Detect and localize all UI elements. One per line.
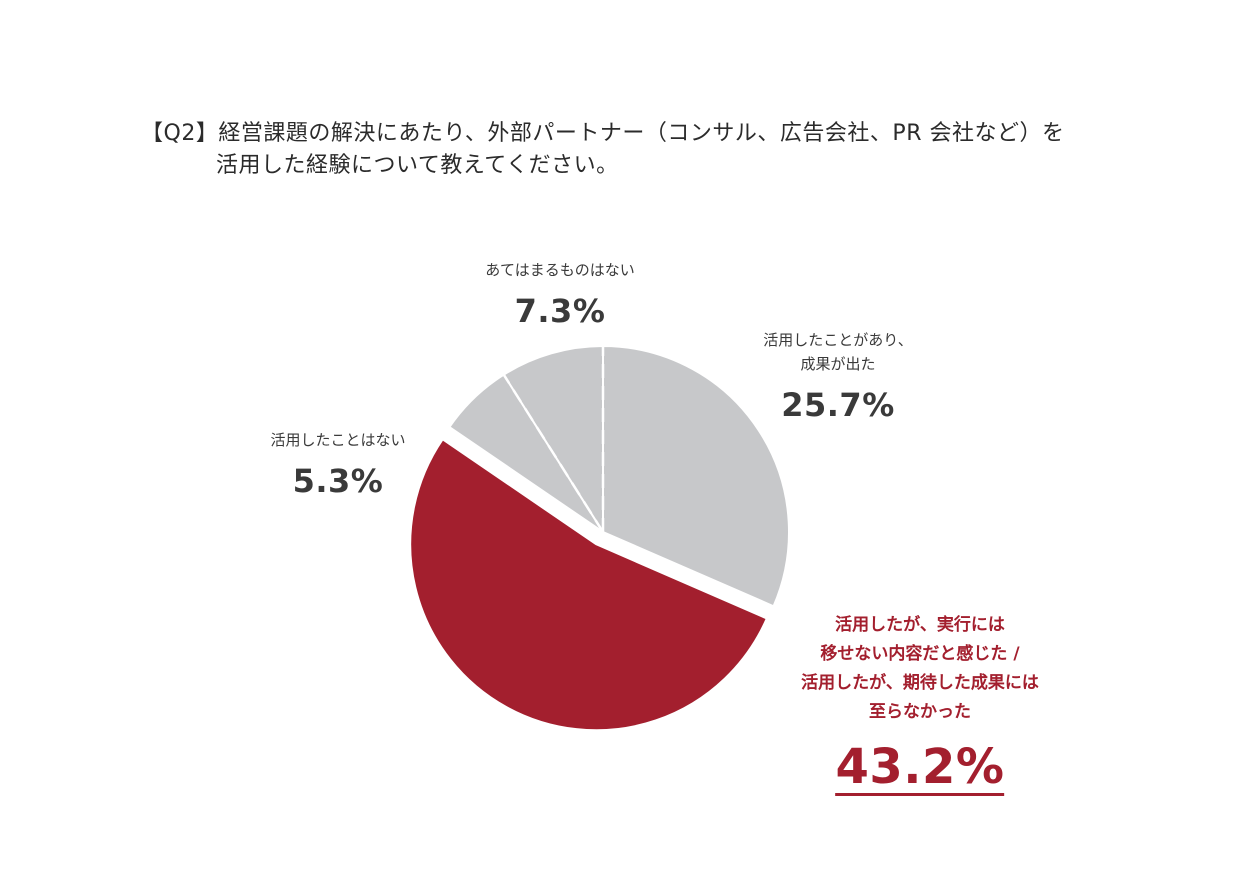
slice-divider-never-used [502,374,605,533]
slice-value-never-used: 5.3% [292,462,384,500]
slice-name-used-line-2: 移せない内容だと感じた / [820,644,1020,664]
label-used-no-results: 活用したが、実行には 移せない内容だと感じた / 活用したが、期待した成果には … [801,611,1039,796]
slice-value-no-applicable: 7.3% [514,292,606,330]
slice-value-used-no-results: 43.2% [835,739,1005,796]
slice-name-never-used: 活用したことはない [270,431,406,449]
label-no-applicable: あてはまるものはない 7.3% [485,258,634,330]
slice-name-results-line-2: 成果が出た [800,355,876,373]
question-text: 【Q2】経営課題の解決にあたり、外部パートナー（コンサル、広告会社、PR 会社な… [141,118,1064,182]
slice-no-applicable [502,344,604,536]
question-line-1: 【Q2】経営課題の解決にあたり、外部パートナー（コンサル、広告会社、PR 会社な… [141,121,1065,146]
slice-name-no-applicable: あてはまるものはない [485,261,635,279]
slice-results-achieved [602,344,790,608]
slice-name-results-line-1: 活用したことがあり、 [763,331,913,349]
slice-name-used-line-1: 活用したが、実行には [835,615,1005,635]
label-never-used: 活用したことはない 5.3% [270,428,405,500]
label-results-achieved: 活用したことがあり、 成果が出た 25.7% [763,328,912,424]
slice-name-used-line-4: 至らなかった [868,702,971,722]
question-line-2: 活用した経験について教えてください。 [216,153,619,178]
slice-value-results: 25.7% [781,386,895,424]
slice-name-used-line-3: 活用したが、期待した成果には [801,673,1039,693]
slice-used-no-results [409,437,769,732]
